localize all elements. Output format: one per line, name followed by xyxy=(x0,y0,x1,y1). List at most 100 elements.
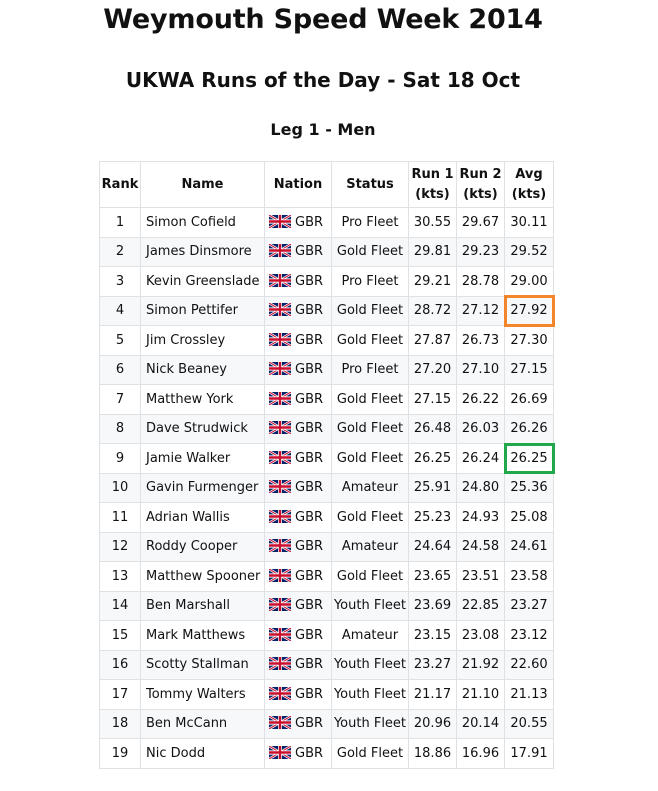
rank-cell: 4 xyxy=(99,295,141,326)
rank-cell: 5 xyxy=(99,325,141,356)
nation-cell: GBR xyxy=(264,561,332,592)
union-jack-flag-icon xyxy=(269,214,291,228)
avg-cell: 23.12 xyxy=(504,620,554,651)
rank-cell: 12 xyxy=(99,531,141,562)
table-row: 15 Mark Matthews GBR Amateur 23.15 23.08… xyxy=(99,620,554,651)
avg-cell: 20.55 xyxy=(504,708,554,739)
header-run2-label: Run 2 xyxy=(459,166,502,182)
union-jack-flag-icon xyxy=(269,686,291,700)
union-jack-flag-icon xyxy=(269,244,291,258)
header-run2: Run 2 (kts) xyxy=(456,161,505,208)
union-jack-flag-icon xyxy=(269,568,291,582)
run2-cell: 24.93 xyxy=(456,502,505,533)
run1-cell: 23.15 xyxy=(408,620,457,651)
avg-cell: 26.25 xyxy=(503,442,555,474)
table-row: 6 Nick Beaney GBR Pro Fleet 27.20 27.10 … xyxy=(99,354,554,385)
nation-code: GBR xyxy=(295,391,324,407)
table-row: 13 Matthew Spooner GBR Gold Fleet 23.65 … xyxy=(99,561,554,592)
run1-cell: 24.64 xyxy=(408,531,457,562)
run2-cell: 26.73 xyxy=(456,325,505,356)
status-cell: Amateur xyxy=(331,531,409,562)
rank-cell: 2 xyxy=(99,236,141,267)
table-row: 8 Dave Strudwick GBR Gold Fleet 26.48 26… xyxy=(99,413,554,444)
status-cell: Pro Fleet xyxy=(331,207,409,238)
name-cell: Nick Beaney xyxy=(140,354,265,385)
header-name: Name xyxy=(140,161,265,208)
name-cell: Matthew York xyxy=(140,384,265,415)
name-cell: James Dinsmore xyxy=(140,236,265,267)
avg-cell: 27.92 xyxy=(503,295,555,327)
run1-cell: 27.15 xyxy=(408,384,457,415)
page-subtitle: UKWA Runs of the Day - Sat 18 Oct xyxy=(125,68,521,92)
run1-cell: 23.27 xyxy=(408,649,457,680)
nation-cell: GBR xyxy=(264,708,332,739)
nation-cell: GBR xyxy=(264,354,332,385)
name-cell: Ben Marshall xyxy=(140,590,265,621)
run1-cell: 18.86 xyxy=(408,738,457,769)
nation-code: GBR xyxy=(295,627,324,643)
name-cell: Scotty Stallman xyxy=(140,649,265,680)
name-cell: Nic Dodd xyxy=(140,738,265,769)
name-cell: Dave Strudwick xyxy=(140,413,265,444)
header-avg-label: Avg xyxy=(515,166,543,182)
nation-cell: GBR xyxy=(264,679,332,710)
avg-cell: 27.30 xyxy=(504,325,554,356)
run2-cell: 23.08 xyxy=(456,620,505,651)
rank-cell: 9 xyxy=(99,443,141,474)
run2-cell: 26.24 xyxy=(456,443,505,474)
rank-cell: 14 xyxy=(99,590,141,621)
results-table: Rank Name Nation Status Run 1 (kts) Run … xyxy=(99,161,555,769)
nation-cell: GBR xyxy=(264,325,332,356)
avg-cell: 29.52 xyxy=(504,236,554,267)
nation-code: GBR xyxy=(295,450,324,466)
nation-cell: GBR xyxy=(264,502,332,533)
run1-cell: 29.81 xyxy=(408,236,457,267)
union-jack-flag-icon xyxy=(269,480,291,494)
nation-cell: GBR xyxy=(264,207,332,238)
nation-cell: GBR xyxy=(264,266,332,297)
name-cell: Ben McCann xyxy=(140,708,265,739)
rank-cell: 3 xyxy=(99,266,141,297)
union-jack-flag-icon xyxy=(269,450,291,464)
status-cell: Gold Fleet xyxy=(331,443,409,474)
table-row: 14 Ben Marshall GBR Youth Fleet 23.69 22… xyxy=(99,590,554,621)
status-cell: Amateur xyxy=(331,620,409,651)
nation-code: GBR xyxy=(295,657,324,673)
status-cell: Youth Fleet xyxy=(331,679,409,710)
nation-code: GBR xyxy=(295,539,324,555)
rank-cell: 1 xyxy=(99,207,141,238)
union-jack-flag-icon xyxy=(269,627,291,641)
nation-cell: GBR xyxy=(264,620,332,651)
rank-cell: 7 xyxy=(99,384,141,415)
run1-cell: 29.21 xyxy=(408,266,457,297)
union-jack-flag-icon xyxy=(269,716,291,730)
nation-cell: GBR xyxy=(264,413,332,444)
rank-cell: 16 xyxy=(99,649,141,680)
nation-code: GBR xyxy=(295,568,324,584)
rank-cell: 15 xyxy=(99,620,141,651)
table-row: 12 Roddy Cooper GBR Amateur 24.64 24.58 … xyxy=(99,531,554,562)
header-run1-unit: (kts) xyxy=(415,186,450,202)
run2-cell: 29.67 xyxy=(456,207,505,238)
table-row: 7 Matthew York GBR Gold Fleet 27.15 26.2… xyxy=(99,384,554,415)
run1-cell: 23.65 xyxy=(408,561,457,592)
nation-cell: GBR xyxy=(264,443,332,474)
name-cell: Simon Cofield xyxy=(140,207,265,238)
union-jack-flag-icon xyxy=(269,421,291,435)
header-avg-unit: (kts) xyxy=(511,186,547,202)
page-title: Weymouth Speed Week 2014 xyxy=(103,4,543,35)
nation-cell: GBR xyxy=(264,738,332,769)
nation-cell: GBR xyxy=(264,295,332,326)
run2-cell: 21.10 xyxy=(456,679,505,710)
run2-cell: 27.12 xyxy=(456,295,505,326)
run2-cell: 27.10 xyxy=(456,354,505,385)
table-row: 3 Kevin Greenslade GBR Pro Fleet 29.21 2… xyxy=(99,266,554,297)
header-run1: Run 1 (kts) xyxy=(408,161,457,208)
rank-cell: 8 xyxy=(99,413,141,444)
table-row: 2 James Dinsmore GBR Gold Fleet 29.81 29… xyxy=(99,236,554,267)
rank-cell: 6 xyxy=(99,354,141,385)
table-row: 4 Simon Pettifer GBR Gold Fleet 28.72 27… xyxy=(99,295,555,327)
run1-cell: 27.20 xyxy=(408,354,457,385)
name-cell: Simon Pettifer xyxy=(140,295,265,326)
name-cell: Kevin Greenslade xyxy=(140,266,265,297)
